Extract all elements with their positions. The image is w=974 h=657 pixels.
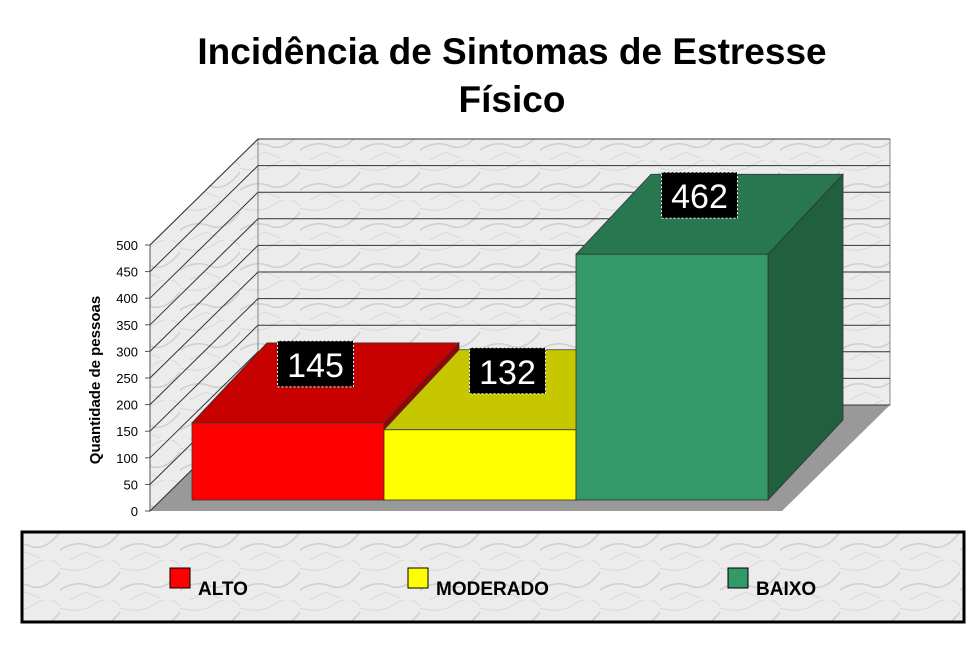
y-tick-label: 500 <box>116 238 138 253</box>
grid-line <box>149 165 890 272</box>
legend-swatch <box>727 567 749 589</box>
data-label: 132 <box>479 354 536 392</box>
y-tick-label: 350 <box>116 318 138 333</box>
y-tick-label: 200 <box>116 398 138 413</box>
bar <box>575 173 844 502</box>
y-tick-label: 300 <box>116 344 138 359</box>
y-tick-label: 0 <box>131 504 138 519</box>
legend-swatch <box>407 567 429 589</box>
chart-title: Incidência de Sintomas de Estresse Físic… <box>197 31 827 120</box>
bar-front <box>191 422 385 501</box>
data-label: 462 <box>671 178 728 216</box>
grid-line <box>149 138 890 246</box>
legend-box <box>20 530 966 624</box>
bar-front <box>383 429 577 501</box>
bar-front <box>575 253 769 501</box>
data-label-box <box>277 340 354 388</box>
data-label-box <box>469 347 546 395</box>
y-tick-label: 150 <box>116 424 138 439</box>
data-label-box <box>661 171 738 219</box>
y-tick-label: 400 <box>116 291 138 306</box>
legend-swatch <box>169 567 191 589</box>
y-tick-label: 50 <box>124 477 138 492</box>
legend-label: ALTO <box>198 579 248 600</box>
data-label: 145 <box>287 347 344 385</box>
y-tick-label: 100 <box>116 451 138 466</box>
legend-label: MODERADO <box>436 579 549 600</box>
y-tick-label: 250 <box>116 371 138 386</box>
y-axis-label: Quantidade de pessoas <box>87 296 104 464</box>
legend-label: BAIXO <box>756 579 816 600</box>
y-tick-label: 450 <box>116 265 138 280</box>
